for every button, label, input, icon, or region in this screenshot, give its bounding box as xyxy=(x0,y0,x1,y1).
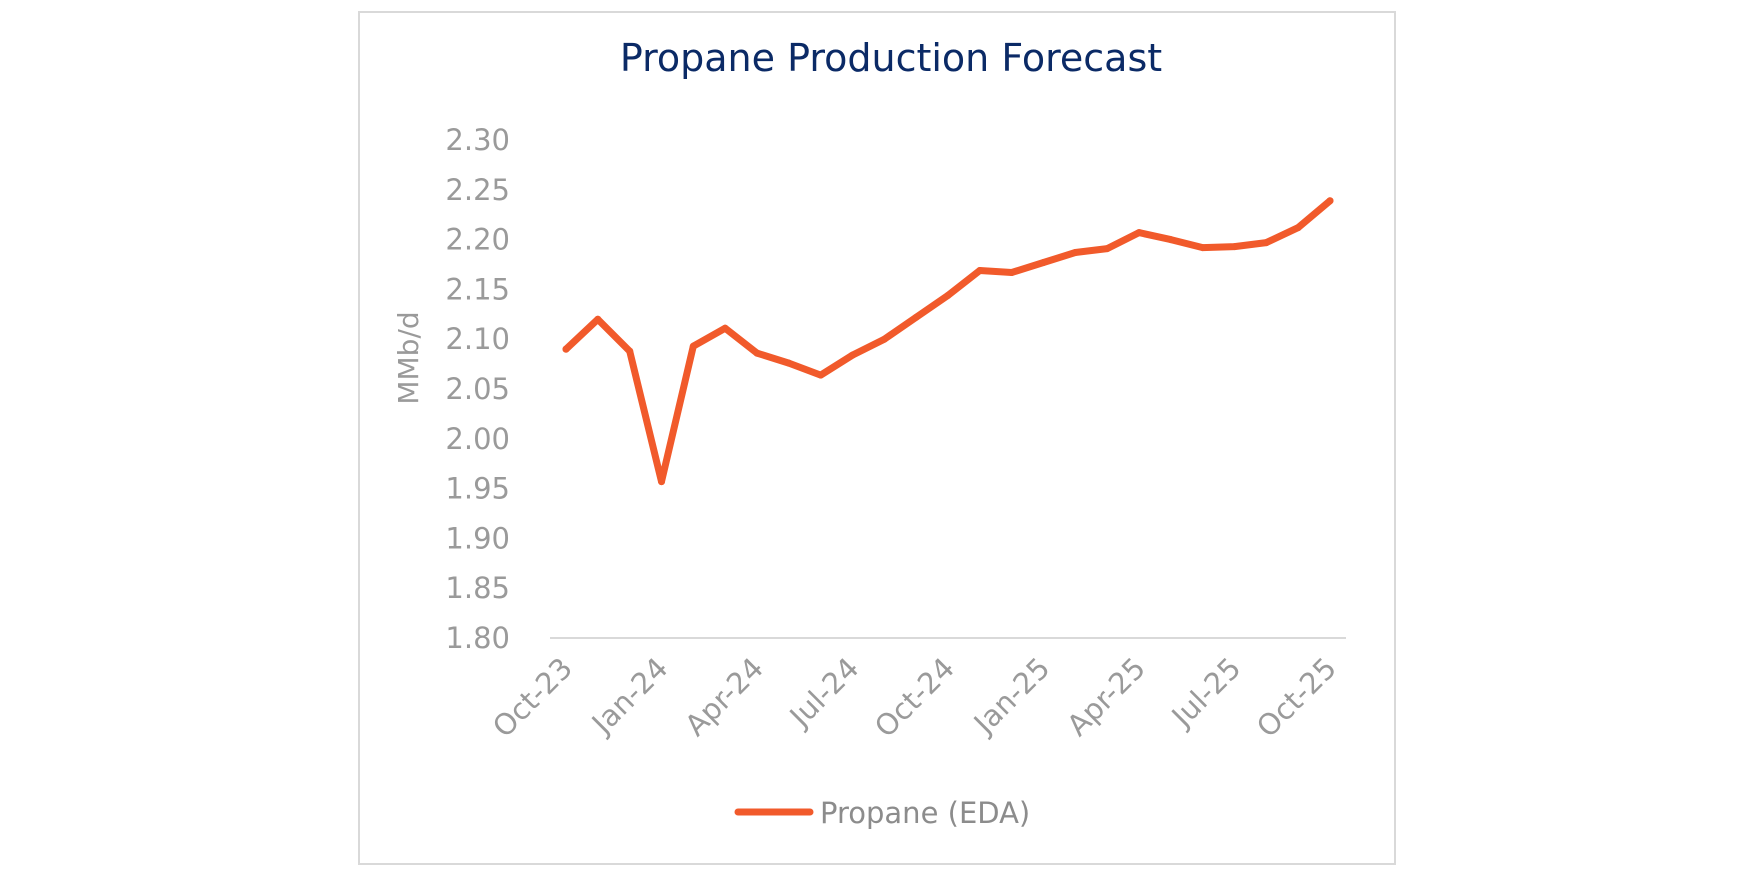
data-point xyxy=(689,342,697,350)
y-tick-labels: 1.80 1.85 1.90 1.95 2.00 2.05 2.10 2.15 2.20 2.25… xyxy=(445,123,510,655)
y-tick-label: 2.10 xyxy=(445,322,510,356)
x-tick-labels: Oct-23 Jan-24 Apr-24 Jul-24 Oct-24 Jan-25 Apr-… xyxy=(486,651,1343,744)
data-point xyxy=(626,347,634,355)
x-tick-label: Oct-23 xyxy=(486,651,579,744)
y-tick-label: 1.85 xyxy=(445,571,510,605)
data-point xyxy=(1103,245,1111,253)
x-tick-label: Jul-24 xyxy=(782,651,866,735)
y-tick-label: 2.00 xyxy=(445,422,510,456)
data-point xyxy=(594,315,602,323)
y-tick-label: 1.90 xyxy=(445,521,510,555)
legend-label-propane: Propane (EDA) xyxy=(820,796,1030,830)
data-point xyxy=(1231,243,1238,251)
y-tick-label: 2.20 xyxy=(445,223,510,257)
data-point xyxy=(1135,229,1143,237)
y-tick-label: 2.05 xyxy=(445,372,510,406)
series-points xyxy=(562,197,1334,486)
data-point xyxy=(944,291,952,299)
data-point xyxy=(849,351,856,359)
data-point xyxy=(1071,249,1079,257)
series-line-propane xyxy=(562,197,1334,486)
data-point xyxy=(562,345,570,353)
data-point xyxy=(1008,268,1016,276)
data-point xyxy=(817,371,825,379)
data-point xyxy=(1326,197,1334,205)
y-tick-label: 1.80 xyxy=(445,621,510,655)
x-tick-label: Oct-24 xyxy=(868,651,961,744)
y-tick-label: 2.25 xyxy=(445,173,510,207)
data-point xyxy=(1294,224,1302,232)
x-tick-label: Apr-25 xyxy=(1060,651,1152,743)
x-tick-label: Apr-24 xyxy=(678,651,770,743)
data-point xyxy=(1040,259,1047,267)
x-tick-label: Jan-24 xyxy=(584,651,675,742)
x-tick-label: Jan-25 xyxy=(966,651,1057,742)
data-point xyxy=(976,266,984,274)
data-point xyxy=(658,478,665,486)
x-tick-label: Jul-25 xyxy=(1164,651,1248,735)
y-tick-label: 2.15 xyxy=(445,272,510,306)
chart-title: Propane Production Forecast xyxy=(620,36,1162,80)
chart-frame xyxy=(358,11,1396,865)
data-point xyxy=(880,335,888,343)
x-tick-label: Oct-25 xyxy=(1250,651,1343,744)
data-point xyxy=(1199,244,1207,252)
data-point xyxy=(1262,239,1270,247)
legend: Propane (EDA) xyxy=(734,796,1030,830)
y-tick-label: 2.30 xyxy=(445,123,510,157)
data-point xyxy=(753,349,761,357)
data-point xyxy=(785,359,793,367)
data-point xyxy=(912,313,920,321)
y-axis-title: MMb/d xyxy=(392,311,425,404)
y-tick-label: 1.95 xyxy=(445,472,510,506)
data-point xyxy=(721,324,729,332)
data-point xyxy=(1167,236,1175,244)
